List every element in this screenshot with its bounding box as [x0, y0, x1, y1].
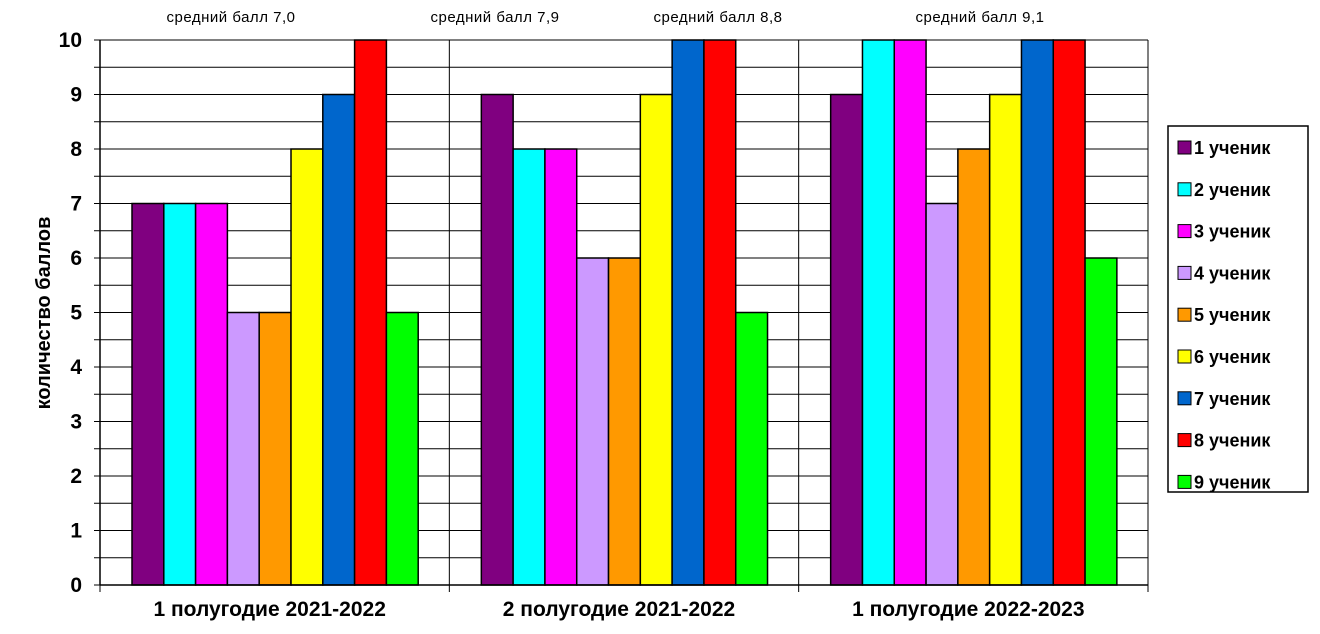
bar — [322, 93, 356, 586]
legend-swatch — [1177, 307, 1192, 322]
bar — [829, 93, 864, 586]
bar — [1084, 257, 1118, 586]
legend-swatch — [1177, 433, 1192, 448]
bars — [131, 39, 1118, 586]
bar — [957, 148, 991, 586]
legend-label: 2 ученик — [1194, 180, 1271, 200]
y-tick-label: 2 — [70, 465, 82, 488]
bar — [353, 39, 388, 586]
bar — [1052, 39, 1086, 586]
legend-label: 6 ученик — [1194, 347, 1271, 367]
average-annotation: средний балл 7,9 — [431, 9, 560, 26]
x-category-label: 2 полугодие 2021-2022 — [503, 598, 735, 621]
legend-swatch — [1177, 140, 1192, 155]
y-tick-label: 1 — [70, 520, 82, 543]
y-tick-label: 0 — [70, 574, 82, 597]
legend-swatch — [1177, 391, 1192, 406]
bar — [639, 93, 673, 586]
average-annotation: средний балл 9,1 — [916, 9, 1045, 26]
bar — [512, 148, 546, 586]
legend-swatch — [1177, 474, 1192, 489]
bar — [607, 257, 642, 586]
y-axis-label: количество баллов — [33, 217, 55, 410]
bar — [258, 311, 292, 586]
bar — [925, 202, 959, 586]
bar — [734, 311, 769, 586]
legend-label: 4 ученик — [1194, 263, 1271, 283]
legend-label: 3 ученик — [1194, 222, 1271, 242]
y-tick-label: 5 — [70, 302, 82, 325]
y-tick-label: 7 — [70, 193, 82, 216]
bar — [290, 148, 324, 586]
bar — [575, 257, 610, 586]
bar — [480, 93, 514, 586]
y-tick-label: 8 — [70, 138, 82, 161]
bar — [385, 311, 419, 586]
legend-swatch — [1177, 265, 1192, 280]
bar — [194, 202, 229, 586]
y-tick-labels: 0 1 2 3 4 5 6 7 8 9 10 — [59, 29, 83, 597]
bar — [893, 39, 927, 586]
legend-label: 5 ученик — [1194, 305, 1271, 325]
y-tick-label: 3 — [70, 411, 82, 434]
y-tick-label: 9 — [70, 84, 82, 107]
average-annotation: средний балл 8,8 — [654, 9, 783, 26]
legend-swatch — [1177, 224, 1192, 239]
axes — [94, 39, 1149, 592]
annotations: средний балл 7,0 средний балл 7,9 средний … — [167, 9, 1045, 26]
bar — [861, 39, 896, 586]
bar — [703, 39, 737, 586]
average-annotation: средний балл 7,0 — [167, 9, 296, 26]
y-tick-label: 10 — [59, 29, 82, 52]
bar — [671, 39, 705, 586]
x-category-label: 1 полугодие 2021-2022 — [153, 598, 385, 621]
bar — [226, 311, 260, 586]
legend-label: 7 ученик — [1194, 389, 1271, 409]
legend-swatch — [1177, 349, 1192, 364]
legend-label: 9 ученик — [1194, 472, 1271, 492]
bar — [988, 93, 1023, 586]
bar — [1020, 39, 1055, 586]
x-category-labels: 1 полугодие 2021-2022 2 полугодие 2021-20… — [153, 598, 1084, 621]
y-tick-label: 6 — [70, 247, 82, 270]
legend-swatch — [1177, 182, 1192, 197]
bar — [544, 148, 578, 586]
x-category-label: 1 полугодие 2022-2023 — [852, 598, 1084, 621]
legend-label: 1 ученик — [1194, 138, 1271, 158]
legend-label: 8 ученик — [1194, 431, 1271, 451]
bar — [131, 202, 165, 586]
legend: 1 ученик 2 ученик 3 ученик 4 ученик 5 ученик… — [1167, 125, 1309, 493]
y-tick-label: 4 — [70, 356, 82, 379]
bar — [163, 202, 197, 586]
